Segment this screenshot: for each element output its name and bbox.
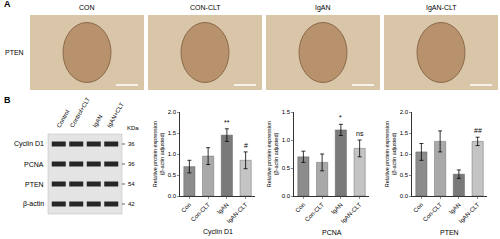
svg-text:CON-CLT: CON-CLT xyxy=(190,4,221,11)
svg-text:Con: Con xyxy=(180,202,192,214)
svg-text:PCNA: PCNA xyxy=(322,229,342,236)
svg-text:2.0: 2.0 xyxy=(168,109,177,115)
svg-text:42: 42 xyxy=(128,201,135,207)
svg-text:IgAN-CLT: IgAN-CLT xyxy=(458,201,481,224)
svg-text:**: ** xyxy=(224,119,230,126)
svg-text:1.5: 1.5 xyxy=(400,130,409,136)
svg-text:Control: Control xyxy=(56,109,71,129)
svg-text:KDa: KDa xyxy=(127,125,139,131)
svg-text:Control+CLT: Control+CLT xyxy=(69,96,91,129)
svg-text:36: 36 xyxy=(128,161,135,167)
svg-text:1.0: 1.0 xyxy=(282,137,291,143)
svg-text:PTEN: PTEN xyxy=(5,49,24,56)
svg-text:β-actin: β-actin xyxy=(23,200,44,208)
svg-text:0.0: 0.0 xyxy=(168,193,177,199)
svg-text:1.0: 1.0 xyxy=(400,151,409,157)
svg-text:0.0: 0.0 xyxy=(400,193,409,199)
svg-text:1.5: 1.5 xyxy=(282,109,291,115)
svg-text:Relative protein expression(β-: Relative protein expression(β-actin adju… xyxy=(152,121,165,187)
svg-text:0.5: 0.5 xyxy=(400,172,409,178)
svg-text:IgAN: IgAN xyxy=(216,202,230,216)
svg-text:IgAN+CLT: IgAN+CLT xyxy=(106,101,125,128)
svg-text:1.5: 1.5 xyxy=(168,130,177,136)
svg-text:*: * xyxy=(339,114,342,121)
svg-text:IgAN-CLT: IgAN-CLT xyxy=(340,201,363,224)
svg-text:Cyclin D1: Cyclin D1 xyxy=(203,228,233,236)
svg-text:B: B xyxy=(4,95,11,105)
svg-text:ns: ns xyxy=(356,130,364,137)
svg-text:IgAN: IgAN xyxy=(315,4,331,12)
svg-text:1.0: 1.0 xyxy=(168,151,177,157)
svg-text:Relative protein expression(β-: Relative protein expression(β-actin adju… xyxy=(384,121,397,187)
svg-text:IgAN: IgAN xyxy=(330,202,344,216)
svg-text:IgAN-CLT: IgAN-CLT xyxy=(226,201,249,224)
svg-text:0.5: 0.5 xyxy=(168,172,177,178)
svg-text:PTEN: PTEN xyxy=(440,229,459,236)
svg-text:Relative protein expression(β-: Relative protein expression(β-actin adju… xyxy=(266,121,279,187)
svg-text:#: # xyxy=(244,142,248,149)
svg-text:##: ## xyxy=(474,127,482,134)
svg-text:Con: Con xyxy=(412,202,424,214)
svg-text:Con: Con xyxy=(294,202,306,214)
svg-text:IgAN: IgAN xyxy=(92,114,104,129)
svg-text:Cyclin D1: Cyclin D1 xyxy=(14,140,44,148)
svg-text:PTEN: PTEN xyxy=(25,181,44,188)
svg-text:36: 36 xyxy=(128,141,135,147)
svg-text:PCNA: PCNA xyxy=(24,161,44,168)
svg-text:IgAN: IgAN xyxy=(448,202,462,216)
svg-text:0.0: 0.0 xyxy=(282,193,291,199)
svg-text:0.5: 0.5 xyxy=(282,165,291,171)
svg-text:2.0: 2.0 xyxy=(400,109,409,115)
svg-text:CON: CON xyxy=(79,4,95,11)
svg-text:54: 54 xyxy=(128,181,135,187)
svg-text:IgAN-CLT: IgAN-CLT xyxy=(426,4,457,12)
svg-text:Con-CLT: Con-CLT xyxy=(422,201,443,222)
svg-text:Con-CLT: Con-CLT xyxy=(304,201,325,222)
svg-text:Con-CLT: Con-CLT xyxy=(190,201,211,222)
svg-text:A: A xyxy=(4,0,11,9)
